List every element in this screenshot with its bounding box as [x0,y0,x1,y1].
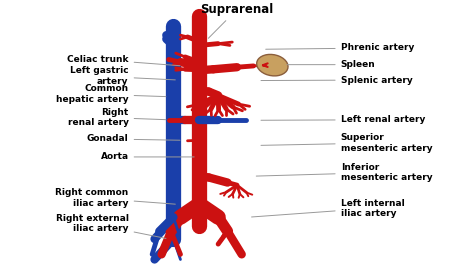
Text: Suprarenal: Suprarenal [201,3,273,38]
Text: Right external
iliac artery: Right external iliac artery [55,214,166,238]
Text: Left internal
iliac artery: Left internal iliac artery [252,198,404,218]
Text: Aorta: Aorta [100,152,194,161]
Text: Inferior
mesenteric artery: Inferior mesenteric artery [256,163,432,182]
Text: Spleen: Spleen [287,60,375,69]
Text: Right common
iliac artery: Right common iliac artery [55,188,175,208]
Text: Superior
mesenteric artery: Superior mesenteric artery [261,133,432,152]
Text: Phrenic artery: Phrenic artery [266,43,414,52]
Text: Splenic artery: Splenic artery [261,76,412,85]
Text: Common
hepatic artery: Common hepatic artery [56,84,166,104]
Ellipse shape [256,55,288,76]
Text: Celiac trunk: Celiac trunk [67,55,180,66]
Text: Right
renal artery: Right renal artery [68,107,166,127]
Text: Left renal artery: Left renal artery [261,115,425,124]
Text: Left gastric
artery: Left gastric artery [70,66,175,86]
Text: Gonadal: Gonadal [87,135,180,143]
